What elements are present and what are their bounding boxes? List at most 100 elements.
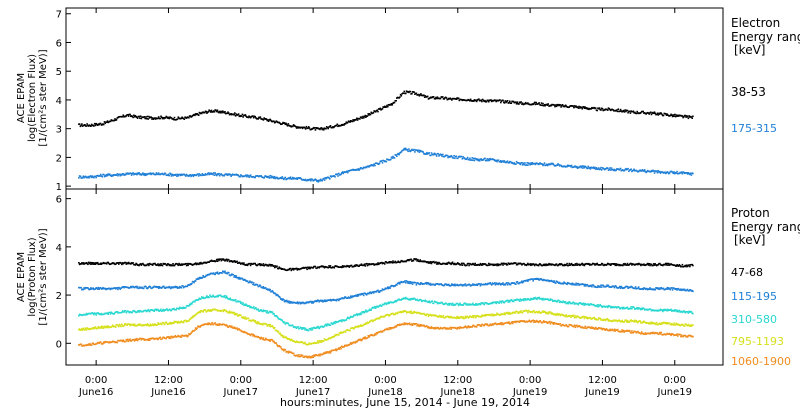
data-point <box>365 294 368 296</box>
data-point <box>351 120 354 123</box>
data-point <box>369 320 372 323</box>
data-point <box>269 174 271 177</box>
data-point <box>502 264 504 266</box>
data-point <box>226 310 229 313</box>
data-point <box>343 124 345 126</box>
data-point <box>204 309 207 311</box>
data-point <box>106 120 109 122</box>
data-point <box>577 107 580 109</box>
data-point <box>218 259 220 262</box>
data-point <box>259 116 262 118</box>
data-point <box>371 319 373 322</box>
proton-legend-title: Proton Energy range [keV] <box>731 206 800 247</box>
data-point <box>499 161 501 163</box>
data-point <box>91 124 94 127</box>
data-point <box>92 312 94 315</box>
data-point <box>580 166 583 169</box>
data-point <box>609 167 611 169</box>
data-point <box>207 110 210 113</box>
data-point <box>280 333 282 336</box>
data-point <box>205 296 207 298</box>
data-point <box>145 116 147 118</box>
data-point <box>665 262 667 265</box>
data-point <box>430 152 433 154</box>
data-point <box>643 307 645 310</box>
data-point <box>263 176 265 179</box>
data-point <box>197 175 200 177</box>
data-point <box>148 310 151 313</box>
data-point <box>177 116 180 118</box>
data-point <box>454 262 456 265</box>
data-point <box>575 282 577 285</box>
data-point <box>304 343 307 345</box>
data-point <box>352 119 354 121</box>
data-point <box>573 264 576 266</box>
data-point <box>93 288 95 291</box>
data-point <box>84 327 87 330</box>
data-point <box>500 100 503 102</box>
data-point <box>377 110 379 113</box>
data-point <box>272 176 274 178</box>
data-point <box>411 311 414 314</box>
data-point <box>525 164 528 166</box>
data-point <box>78 315 80 317</box>
data-point <box>654 112 656 115</box>
data-point <box>387 302 389 305</box>
data-point <box>647 264 650 266</box>
data-point <box>118 173 121 176</box>
data-point <box>99 263 101 265</box>
data-point <box>337 298 339 301</box>
data-point <box>524 103 526 105</box>
data-point <box>352 296 354 298</box>
data-point <box>583 285 586 287</box>
data-point <box>657 263 660 266</box>
data-point <box>159 309 161 312</box>
data-point <box>358 169 360 171</box>
data-point <box>480 99 482 101</box>
data-point <box>575 105 577 107</box>
data-point <box>90 176 93 179</box>
data-point <box>214 273 216 276</box>
data-point <box>348 266 351 268</box>
data-point <box>530 297 532 300</box>
data-point <box>171 173 174 176</box>
data-point <box>298 327 301 330</box>
data-point <box>90 287 92 289</box>
data-point <box>257 118 259 120</box>
data-point <box>531 297 534 300</box>
legend-entry: 38-53 <box>731 85 766 99</box>
data-point <box>219 258 222 260</box>
data-point <box>309 267 311 270</box>
data-point <box>358 117 360 120</box>
data-point <box>625 167 627 170</box>
data-point <box>87 287 89 289</box>
data-point <box>537 277 540 280</box>
data-point <box>270 265 272 267</box>
data-point <box>393 101 396 104</box>
data-point <box>237 174 240 177</box>
data-point <box>686 115 689 118</box>
data-point <box>544 104 546 107</box>
data-point <box>567 264 570 267</box>
data-point <box>390 103 393 105</box>
data-point <box>610 167 613 169</box>
data-point <box>93 125 95 127</box>
data-point <box>217 295 219 298</box>
data-point <box>543 162 546 164</box>
data-point <box>460 98 463 101</box>
data-point <box>445 97 448 99</box>
data-point <box>619 167 622 170</box>
data-point <box>585 107 587 110</box>
data-point <box>353 264 356 267</box>
data-point <box>339 332 342 334</box>
data-point <box>84 328 86 331</box>
data-point <box>400 95 403 97</box>
data-point <box>410 93 412 95</box>
data-point <box>426 283 428 285</box>
data-point <box>303 327 305 329</box>
data-point <box>406 148 409 151</box>
data-point <box>202 311 204 313</box>
data-point <box>409 299 412 301</box>
data-point <box>289 301 292 303</box>
data-point <box>304 302 307 305</box>
